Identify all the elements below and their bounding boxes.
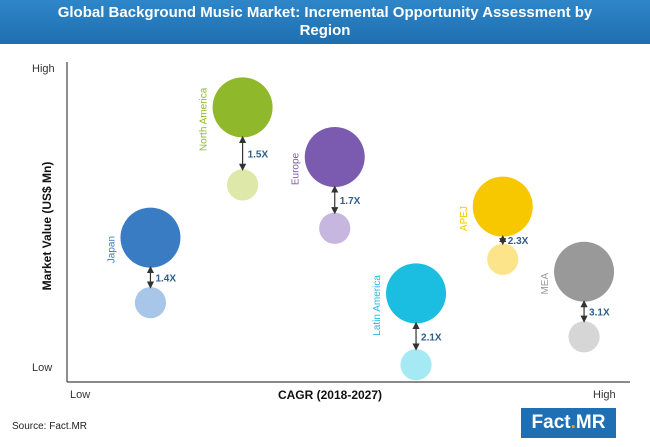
chart-title-line-2: Region bbox=[299, 22, 351, 39]
region-label-north-america: North America bbox=[199, 87, 210, 151]
bubble-apej-current bbox=[472, 176, 533, 237]
x-tick-high: High bbox=[593, 389, 616, 401]
multiplier-label-latin-america: 2.1X bbox=[421, 332, 442, 343]
chart-title-bar: Global Background Music Market: Incremen… bbox=[0, 0, 650, 44]
multiplier-label-europe: 1.7X bbox=[340, 196, 361, 207]
multiplier-label-apej: 2.3X bbox=[508, 236, 529, 247]
region-label-latin-america: Latin America bbox=[372, 275, 383, 336]
logo-text-fact: Fact bbox=[531, 412, 571, 433]
multiplier-label-north-america: 1.5X bbox=[248, 149, 269, 160]
bubble-chart: High Low Low High CAGR (2018-2027) Marke… bbox=[32, 62, 630, 402]
bubble-mea-current bbox=[554, 241, 615, 302]
y-axis-label: Market Value (US$ Mn) bbox=[40, 162, 54, 291]
logo-dot: . bbox=[570, 412, 576, 433]
x-tick-low: Low bbox=[70, 389, 90, 401]
chart-area: High Low Low High CAGR (2018-2027) Marke… bbox=[0, 44, 650, 424]
chart-marks: 1.4X Japan 1.5X North America 1.7X Europe 2.1X… bbox=[106, 77, 615, 381]
multiplier-label-mea: 3.1X bbox=[589, 307, 610, 318]
bubble-apej-future bbox=[487, 243, 519, 275]
bubble-mea-future bbox=[568, 321, 600, 353]
factmr-logo: Fact.MR bbox=[521, 408, 616, 438]
source-note: Source: Fact.MR bbox=[12, 421, 88, 432]
bubble-latin-america-future bbox=[400, 349, 432, 381]
y-tick-low: Low bbox=[32, 362, 52, 374]
y-tick-high: High bbox=[32, 63, 55, 75]
region-label-europe: Europe bbox=[291, 152, 302, 185]
multiplier-label-japan: 1.4X bbox=[155, 273, 176, 284]
bubble-europe-current bbox=[304, 127, 365, 187]
bubble-japan-future bbox=[134, 287, 167, 319]
chart-title-line-1: Global Background Music Market: Incremen… bbox=[57, 4, 593, 21]
x-axis-label: CAGR (2018-2027) bbox=[278, 388, 382, 402]
bubble-japan-current bbox=[120, 207, 181, 268]
bubble-north-america-future bbox=[227, 169, 259, 201]
bubble-north-america-current bbox=[212, 77, 273, 138]
bubble-europe-future bbox=[319, 212, 351, 244]
bubble-latin-america-current bbox=[386, 263, 447, 324]
region-label-japan: Japan bbox=[106, 236, 117, 263]
region-label-mea: MEA bbox=[540, 273, 551, 295]
region-label-apej: APEJ bbox=[459, 206, 470, 231]
logo-text-mr: MR bbox=[575, 412, 606, 433]
